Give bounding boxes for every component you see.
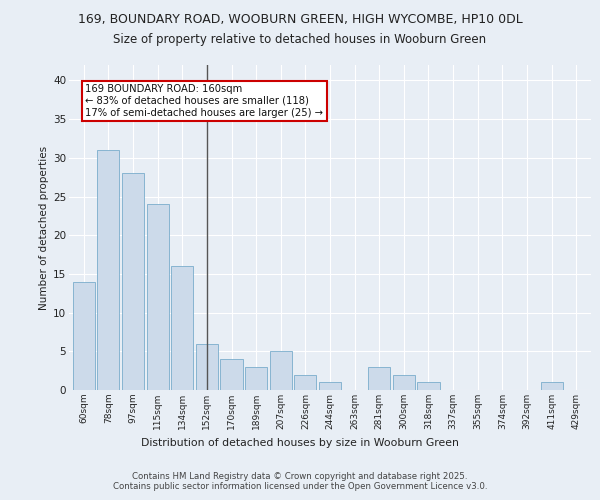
Text: Contains public sector information licensed under the Open Government Licence v3: Contains public sector information licen… [113,482,487,491]
Bar [269,352,292,390]
Bar [122,174,144,390]
Text: 169 BOUNDARY ROAD: 160sqm
← 83% of detached houses are smaller (118)
17% of semi: 169 BOUNDARY ROAD: 160sqm ← 83% of detac… [85,84,323,117]
Bar [294,374,316,390]
Text: Size of property relative to detached houses in Wooburn Green: Size of property relative to detached ho… [113,32,487,46]
Text: Contains HM Land Registry data © Crown copyright and database right 2025.: Contains HM Land Registry data © Crown c… [132,472,468,481]
Y-axis label: Number of detached properties: Number of detached properties [39,146,49,310]
Bar [393,374,415,390]
Bar [368,367,391,390]
Bar [97,150,119,390]
Bar [418,382,440,390]
Bar [73,282,95,390]
Bar [196,344,218,390]
Bar [245,367,267,390]
Bar [319,382,341,390]
Text: Distribution of detached houses by size in Wooburn Green: Distribution of detached houses by size … [141,438,459,448]
Bar [146,204,169,390]
Bar [171,266,193,390]
Text: 169, BOUNDARY ROAD, WOOBURN GREEN, HIGH WYCOMBE, HP10 0DL: 169, BOUNDARY ROAD, WOOBURN GREEN, HIGH … [77,12,523,26]
Bar [541,382,563,390]
Bar [220,359,242,390]
